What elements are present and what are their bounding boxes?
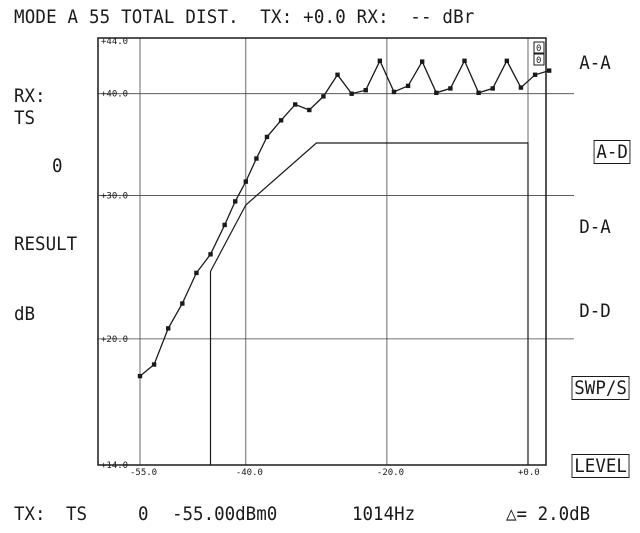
header-rx-label: RX: xyxy=(356,6,389,28)
data-point xyxy=(166,326,171,331)
data-point xyxy=(264,134,270,140)
left-ts-value: 0 xyxy=(52,155,63,177)
x-tick-label: -55.0 xyxy=(130,468,157,478)
header-tx-label: TX: xyxy=(260,6,293,28)
chart-grid xyxy=(98,38,574,465)
header-rx-value: -- xyxy=(410,6,432,28)
y-tick-labels: +44.0 +40.0 +30.0 +20.0 +14.0 xyxy=(101,37,128,471)
data-point xyxy=(419,59,425,64)
data-point xyxy=(151,362,157,367)
data-point xyxy=(180,301,185,306)
data-point xyxy=(546,68,552,73)
left-ts-label: TS xyxy=(14,107,36,129)
footer-tx-label: TX: xyxy=(14,503,46,525)
header-bar: MODE A 55 TOTAL DIST. TX: +0.0 RX: -- dB… xyxy=(14,6,474,28)
header-unit: dBr xyxy=(442,6,475,28)
marker-badge xyxy=(533,41,545,54)
data-point xyxy=(434,90,439,96)
data-point xyxy=(222,222,227,228)
data-point xyxy=(307,107,312,113)
data-point xyxy=(448,86,453,91)
data-point xyxy=(335,72,340,77)
softkey-level[interactable]: LEVEL xyxy=(571,454,630,478)
data-point xyxy=(349,91,354,96)
softkey-d-a[interactable]: D-A xyxy=(579,216,611,238)
data-point xyxy=(504,58,510,64)
footer-ts-label: TS xyxy=(66,503,88,525)
x-tick-label: -40.0 xyxy=(236,468,263,478)
data-point xyxy=(532,72,538,77)
left-rx-label: RX: xyxy=(14,85,46,107)
data-point xyxy=(208,252,213,257)
data-point xyxy=(391,89,397,95)
mode-number: 55 xyxy=(88,6,111,28)
plot-badges: 00 xyxy=(533,41,545,66)
data-point xyxy=(476,90,481,96)
limit-mask-line xyxy=(209,142,529,465)
data-point xyxy=(490,86,495,91)
measured-curve xyxy=(139,59,550,377)
data-point xyxy=(405,83,411,89)
x-tick-label: +0.0 xyxy=(518,468,540,478)
data-point xyxy=(363,87,368,93)
data-point xyxy=(278,118,284,123)
data-point xyxy=(377,58,383,64)
softkey-a-d[interactable]: A-D xyxy=(593,140,631,164)
softkey-d-d[interactable]: D-D xyxy=(579,300,611,322)
marker-badge xyxy=(533,53,545,66)
y-tick-label: +30.0 xyxy=(101,191,128,201)
data-point xyxy=(462,58,467,64)
footer-delta: △= 2.0dB xyxy=(506,503,591,525)
softkey-swp-s[interactable]: SWP/S xyxy=(571,376,630,400)
data-point xyxy=(518,85,524,90)
data-point xyxy=(137,373,143,379)
plot-border xyxy=(97,37,547,466)
x-tick-label: -20.0 xyxy=(377,468,404,478)
data-point xyxy=(293,102,298,107)
data-point xyxy=(194,270,199,276)
data-point xyxy=(233,199,238,204)
footer-ts-value: 0 xyxy=(138,503,149,525)
measurement-name: TOTAL DIST. xyxy=(121,6,239,28)
x-tick-labels: -55.0 -40.0 -20.0 +0.0 xyxy=(130,468,540,478)
y-tick-label: +14.0 xyxy=(101,461,128,471)
softkey-a-a[interactable]: A-A xyxy=(579,52,611,74)
result-unit: dB xyxy=(14,303,36,325)
chart-series xyxy=(137,58,552,465)
data-point xyxy=(321,94,326,99)
footer-level: -55.00dBm0 xyxy=(172,503,278,525)
data-point xyxy=(254,156,259,161)
y-tick-label: +44.0 xyxy=(101,37,128,47)
marker-badge-label: 0 xyxy=(536,44,541,54)
header-tx-value: +0.0 xyxy=(303,6,346,28)
marker-badge-label: 0 xyxy=(536,56,541,66)
mode-label: MODE A xyxy=(14,6,79,28)
result-label: RESULT xyxy=(14,233,78,255)
y-tick-label: +40.0 xyxy=(101,90,128,100)
chart-frame xyxy=(97,37,547,466)
footer-frequency: 1014Hz xyxy=(352,503,416,525)
y-tick-label: +20.0 xyxy=(101,335,128,345)
data-point xyxy=(243,179,249,184)
